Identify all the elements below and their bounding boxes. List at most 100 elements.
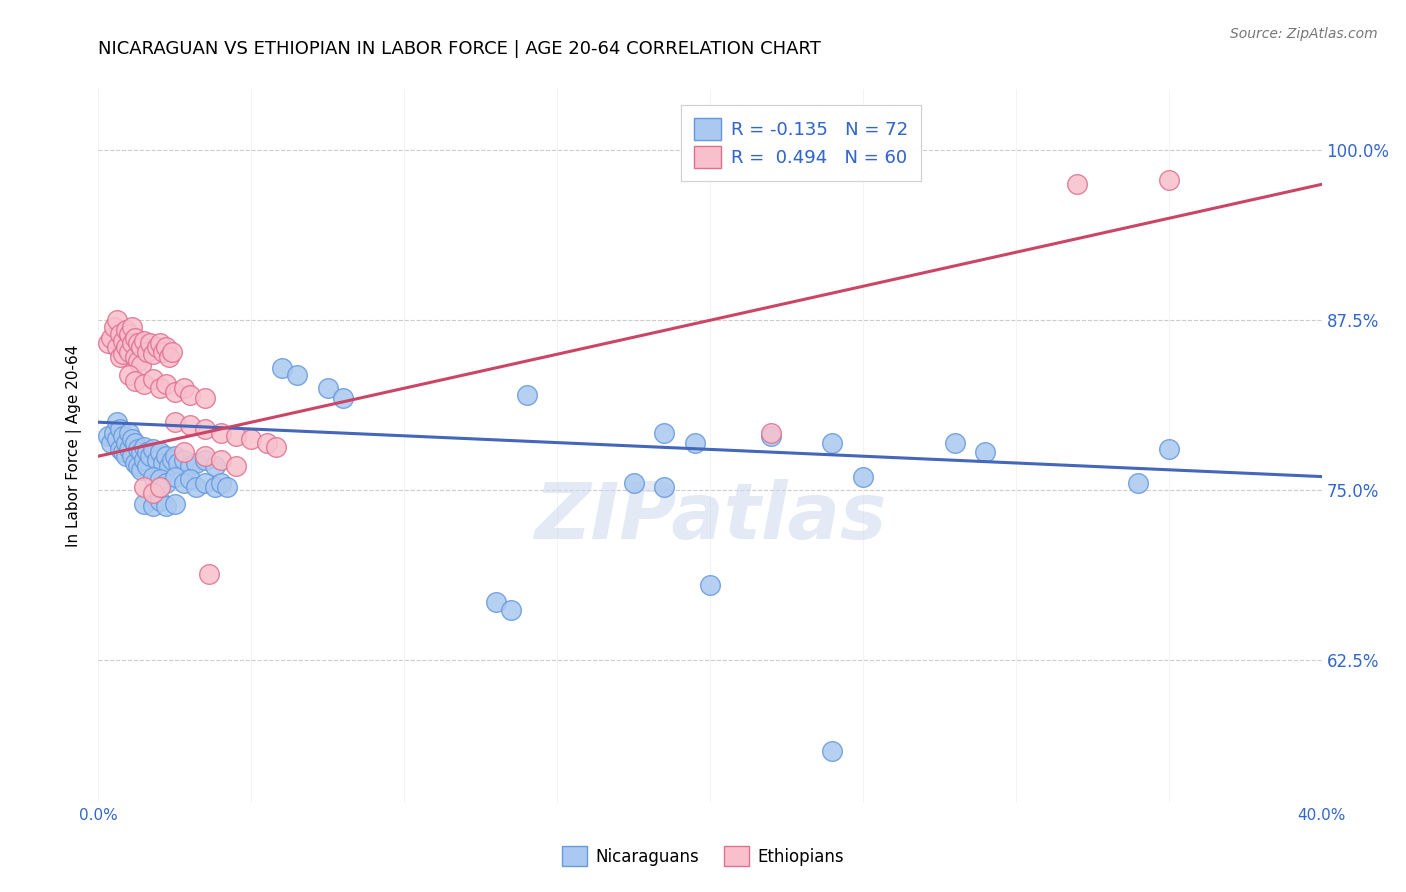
Point [145,341,167,355]
Point [108,326,131,341]
Point [127,458,149,473]
Point [142,500,165,514]
Point [155,377,177,392]
Point [167,456,190,470]
Point [142,442,165,457]
Legend: Nicaraguans, Ethiopians: Nicaraguans, Ethiopians [554,838,852,875]
Point [142,486,165,500]
Point [683,435,706,450]
Point [225,458,247,473]
Point [124,331,146,345]
Point [134,334,156,348]
Point [974,445,997,459]
Point [149,472,172,486]
Point [186,480,208,494]
Legend: R = -0.135   N = 72, R =  0.494   N = 60: R = -0.135 N = 72, R = 0.494 N = 60 [681,105,921,181]
Point [152,456,174,470]
Point [215,480,238,494]
Point [149,480,172,494]
Point [129,341,152,355]
Point [105,432,128,446]
Point [194,449,217,463]
Point [111,445,134,459]
Text: ZIPatlas: ZIPatlas [534,479,886,556]
Point [103,320,125,334]
Point [124,435,146,450]
Text: NICARAGUAN VS ETHIOPIAN IN LABOR FORCE | AGE 20-64 CORRELATION CHART: NICARAGUAN VS ETHIOPIAN IN LABOR FORCE |… [98,40,821,58]
Point [134,440,156,454]
Point [149,336,172,351]
Point [121,320,143,334]
Point [124,456,146,470]
Point [264,440,287,454]
Point [157,350,180,364]
Point [105,313,128,327]
Point [118,344,141,359]
Point [136,445,159,459]
Point [118,442,141,457]
Point [943,435,966,450]
Point [139,449,162,463]
Point [118,368,141,382]
Point [194,453,217,467]
Point [155,341,177,355]
Point [759,426,782,441]
Point [194,422,217,436]
Point [173,453,195,467]
Point [108,422,131,436]
Point [173,445,195,459]
Point [134,497,156,511]
Point [136,344,159,359]
Point [485,594,508,608]
Point [142,469,165,483]
Point [124,375,146,389]
Point [108,350,131,364]
Point [108,442,131,457]
Point [179,388,201,402]
Point [194,391,217,405]
Text: Source: ZipAtlas.com: Source: ZipAtlas.com [1230,27,1378,41]
Point [821,744,844,758]
Point [111,347,134,361]
Point [316,381,339,395]
Point [1157,173,1180,187]
Point [186,456,208,470]
Point [105,415,128,429]
Point [134,377,156,392]
Point [97,429,120,443]
Point [1066,178,1088,192]
Point [155,449,177,463]
Point [115,323,138,337]
Point [163,497,186,511]
Point [149,494,172,508]
Point [121,432,143,446]
Point [285,368,308,382]
Point [127,336,149,351]
Point [121,336,143,351]
Point [209,453,232,467]
Point [194,476,217,491]
Point [179,458,201,473]
Point [134,480,156,494]
Point [100,331,122,345]
Point [149,445,172,459]
Point [149,381,172,395]
Point [155,476,177,491]
Point [623,476,645,491]
Point [127,354,149,368]
Point [155,500,177,514]
Point [111,334,134,348]
Point [852,469,875,483]
Point [179,417,201,432]
Point [136,458,159,473]
Point [197,567,219,582]
Point [124,350,146,364]
Point [759,429,782,443]
Point [129,463,152,477]
Point [1157,442,1180,457]
Point [209,476,232,491]
Point [163,449,186,463]
Point [142,372,165,386]
Point [97,336,120,351]
Point [652,480,675,494]
